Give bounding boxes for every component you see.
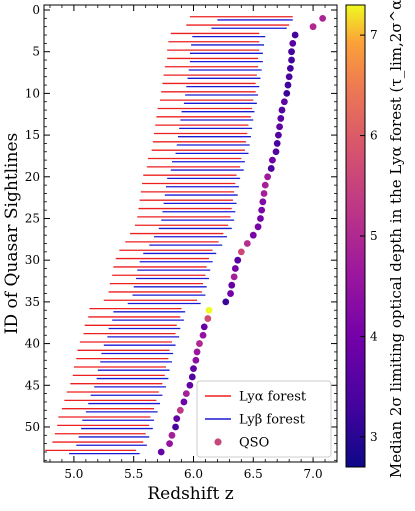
y-axis-title: ID of Quasar Sightlines bbox=[2, 133, 22, 334]
legend-label: QSO bbox=[239, 436, 269, 451]
y-tick-label: 45 bbox=[25, 378, 40, 392]
y-axis: 0 5 10 15 20 25 30 35 40 45 50 bbox=[25, 3, 337, 461]
qso-point bbox=[288, 56, 295, 64]
qso-point bbox=[196, 340, 203, 347]
qso-point bbox=[309, 23, 317, 31]
qso-point bbox=[200, 323, 208, 331]
qso-point bbox=[286, 64, 294, 72]
y-tick-label: 20 bbox=[25, 170, 40, 184]
qso-point bbox=[249, 231, 257, 239]
qso-point bbox=[173, 415, 181, 423]
qso-point bbox=[319, 14, 327, 22]
qso-point bbox=[222, 298, 230, 306]
y-tick-label: 15 bbox=[25, 128, 40, 142]
y-tick-label: 50 bbox=[25, 420, 40, 434]
qso-point bbox=[272, 148, 280, 156]
qso-point bbox=[243, 240, 251, 247]
qso-point bbox=[190, 365, 197, 372]
qso-point bbox=[204, 315, 212, 322]
y-tick-label: 25 bbox=[25, 211, 40, 225]
qso-point bbox=[288, 48, 295, 56]
qso-point bbox=[267, 165, 275, 172]
x-axis: 5.0 5.5 6.0 6.5 7.0 bbox=[49, 5, 338, 481]
colorbar-axis: 3 4 5 6 7 bbox=[360, 28, 378, 444]
qso-point bbox=[276, 123, 283, 131]
qso-point bbox=[284, 81, 292, 89]
plot-frame bbox=[43, 4, 338, 463]
qso-point bbox=[283, 89, 291, 97]
qso-point bbox=[275, 131, 282, 139]
qso-point bbox=[273, 140, 281, 147]
qso-point bbox=[180, 398, 188, 406]
legend-label: Lyβ forest bbox=[239, 413, 306, 428]
qso-point bbox=[228, 281, 236, 289]
x-tick-label: 6.0 bbox=[184, 467, 203, 481]
qso-point bbox=[259, 198, 267, 206]
colorbar-tick-label: 7 bbox=[370, 28, 378, 42]
qso-point bbox=[261, 181, 269, 189]
qso-point bbox=[231, 265, 239, 272]
y-tick-label: 0 bbox=[32, 3, 40, 17]
colorbar-tick-label: 4 bbox=[370, 329, 378, 343]
qso-point bbox=[182, 390, 190, 398]
y-tick-label: 5 bbox=[32, 45, 40, 59]
colorbar-tick-label: 6 bbox=[370, 129, 378, 143]
qso-point bbox=[289, 39, 297, 47]
x-tick-label: 6.5 bbox=[244, 467, 263, 481]
qso-point bbox=[176, 406, 184, 414]
qso-point bbox=[278, 106, 286, 114]
colorbar-title: Median 2σ limiting optical depth in the … bbox=[387, 0, 405, 478]
y-tick-label: 10 bbox=[25, 86, 40, 100]
x-tick-label: 5.5 bbox=[124, 467, 143, 481]
qso-point bbox=[227, 290, 234, 297]
qso-point bbox=[254, 223, 262, 231]
x-tick-label: 5.0 bbox=[64, 467, 83, 481]
x-axis-title: Redshift z bbox=[147, 484, 233, 504]
y-tick-label: 30 bbox=[25, 253, 40, 267]
qso-point bbox=[277, 115, 285, 122]
qso-point bbox=[260, 190, 268, 197]
qso-point bbox=[168, 431, 176, 439]
plot-area bbox=[45, 14, 327, 456]
qso-point bbox=[230, 273, 238, 281]
qso-point bbox=[172, 423, 179, 431]
qso-point bbox=[192, 356, 200, 364]
qso-point bbox=[257, 215, 264, 222]
legend: Lyα forest Lyβ forest QSO bbox=[196, 380, 332, 458]
qso-point bbox=[237, 248, 245, 256]
qso-point bbox=[199, 331, 207, 339]
qso-point bbox=[234, 256, 242, 264]
qso-point bbox=[269, 156, 276, 164]
legend-label: Lyα forest bbox=[239, 390, 307, 405]
x-tick-label: 7.0 bbox=[304, 467, 323, 481]
legend-marker bbox=[214, 438, 222, 446]
qso-point bbox=[186, 381, 194, 389]
qso-point bbox=[264, 173, 272, 181]
qso-point bbox=[258, 206, 266, 214]
qso-point bbox=[291, 31, 299, 39]
qso-point bbox=[285, 73, 293, 81]
legend-box bbox=[196, 380, 332, 458]
qso-point bbox=[157, 448, 165, 456]
qso-point bbox=[166, 440, 173, 448]
qso-point bbox=[193, 348, 201, 356]
y-tick-label: 40 bbox=[25, 337, 40, 351]
qso-point bbox=[205, 306, 213, 314]
qso-point bbox=[188, 373, 196, 381]
y-tick-label: 35 bbox=[25, 295, 40, 309]
colorbar-tick-label: 5 bbox=[370, 229, 378, 243]
colorbar-tick-label: 3 bbox=[370, 430, 378, 444]
qso-point bbox=[280, 98, 288, 106]
